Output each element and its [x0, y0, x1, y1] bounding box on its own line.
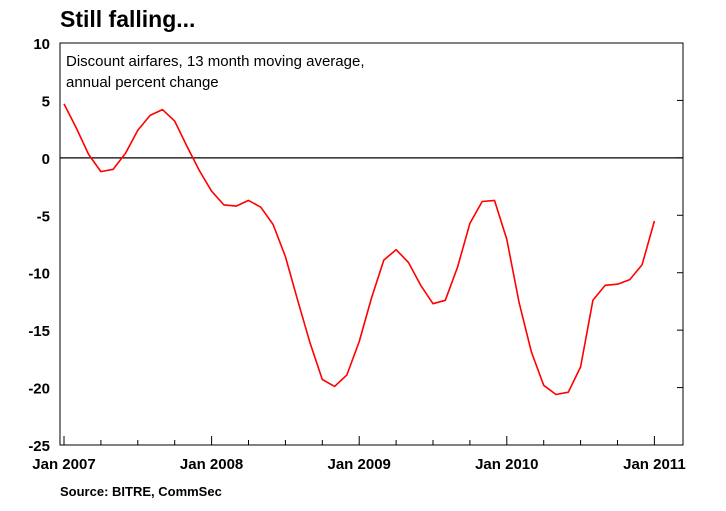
- series-line-discount-airfares: [63, 103, 656, 396]
- y-tick-label: -25: [28, 438, 50, 455]
- x-axis: Jan 2007 Jan 2008 Jan 2009 Jan 2010 Jan 2011: [32, 436, 686, 473]
- y-axis: 10 5 0 -5 -10 -15 -20 -25: [28, 36, 683, 455]
- grid: [60, 100, 683, 387]
- y-tick-label: -15: [28, 323, 50, 340]
- y-tick-label: -20: [28, 381, 50, 398]
- source-note: Source: BITRE, CommSec: [60, 484, 222, 499]
- y-tick-label: -10: [28, 266, 50, 283]
- y-tick-label: -5: [37, 208, 50, 225]
- x-tick-label: Jan 2009: [328, 456, 391, 473]
- y-tick-label: 5: [42, 93, 50, 110]
- chart-subtitle-line-1: Discount airfares, 13 month moving avera…: [66, 53, 364, 70]
- x-tick-label: Jan 2007: [32, 456, 95, 473]
- x-tick-label: Jan 2008: [180, 456, 243, 473]
- x-tick-label: Jan 2011: [623, 456, 686, 473]
- plot-area-frame: [59, 42, 684, 446]
- chart-subtitle-line-2: annual percent change: [66, 74, 219, 91]
- x-tick-label: Jan 2010: [475, 456, 538, 473]
- chart-title: Still falling...: [60, 6, 196, 32]
- y-tick-label: 10: [33, 36, 50, 53]
- y-tick-label: 0: [42, 151, 50, 168]
